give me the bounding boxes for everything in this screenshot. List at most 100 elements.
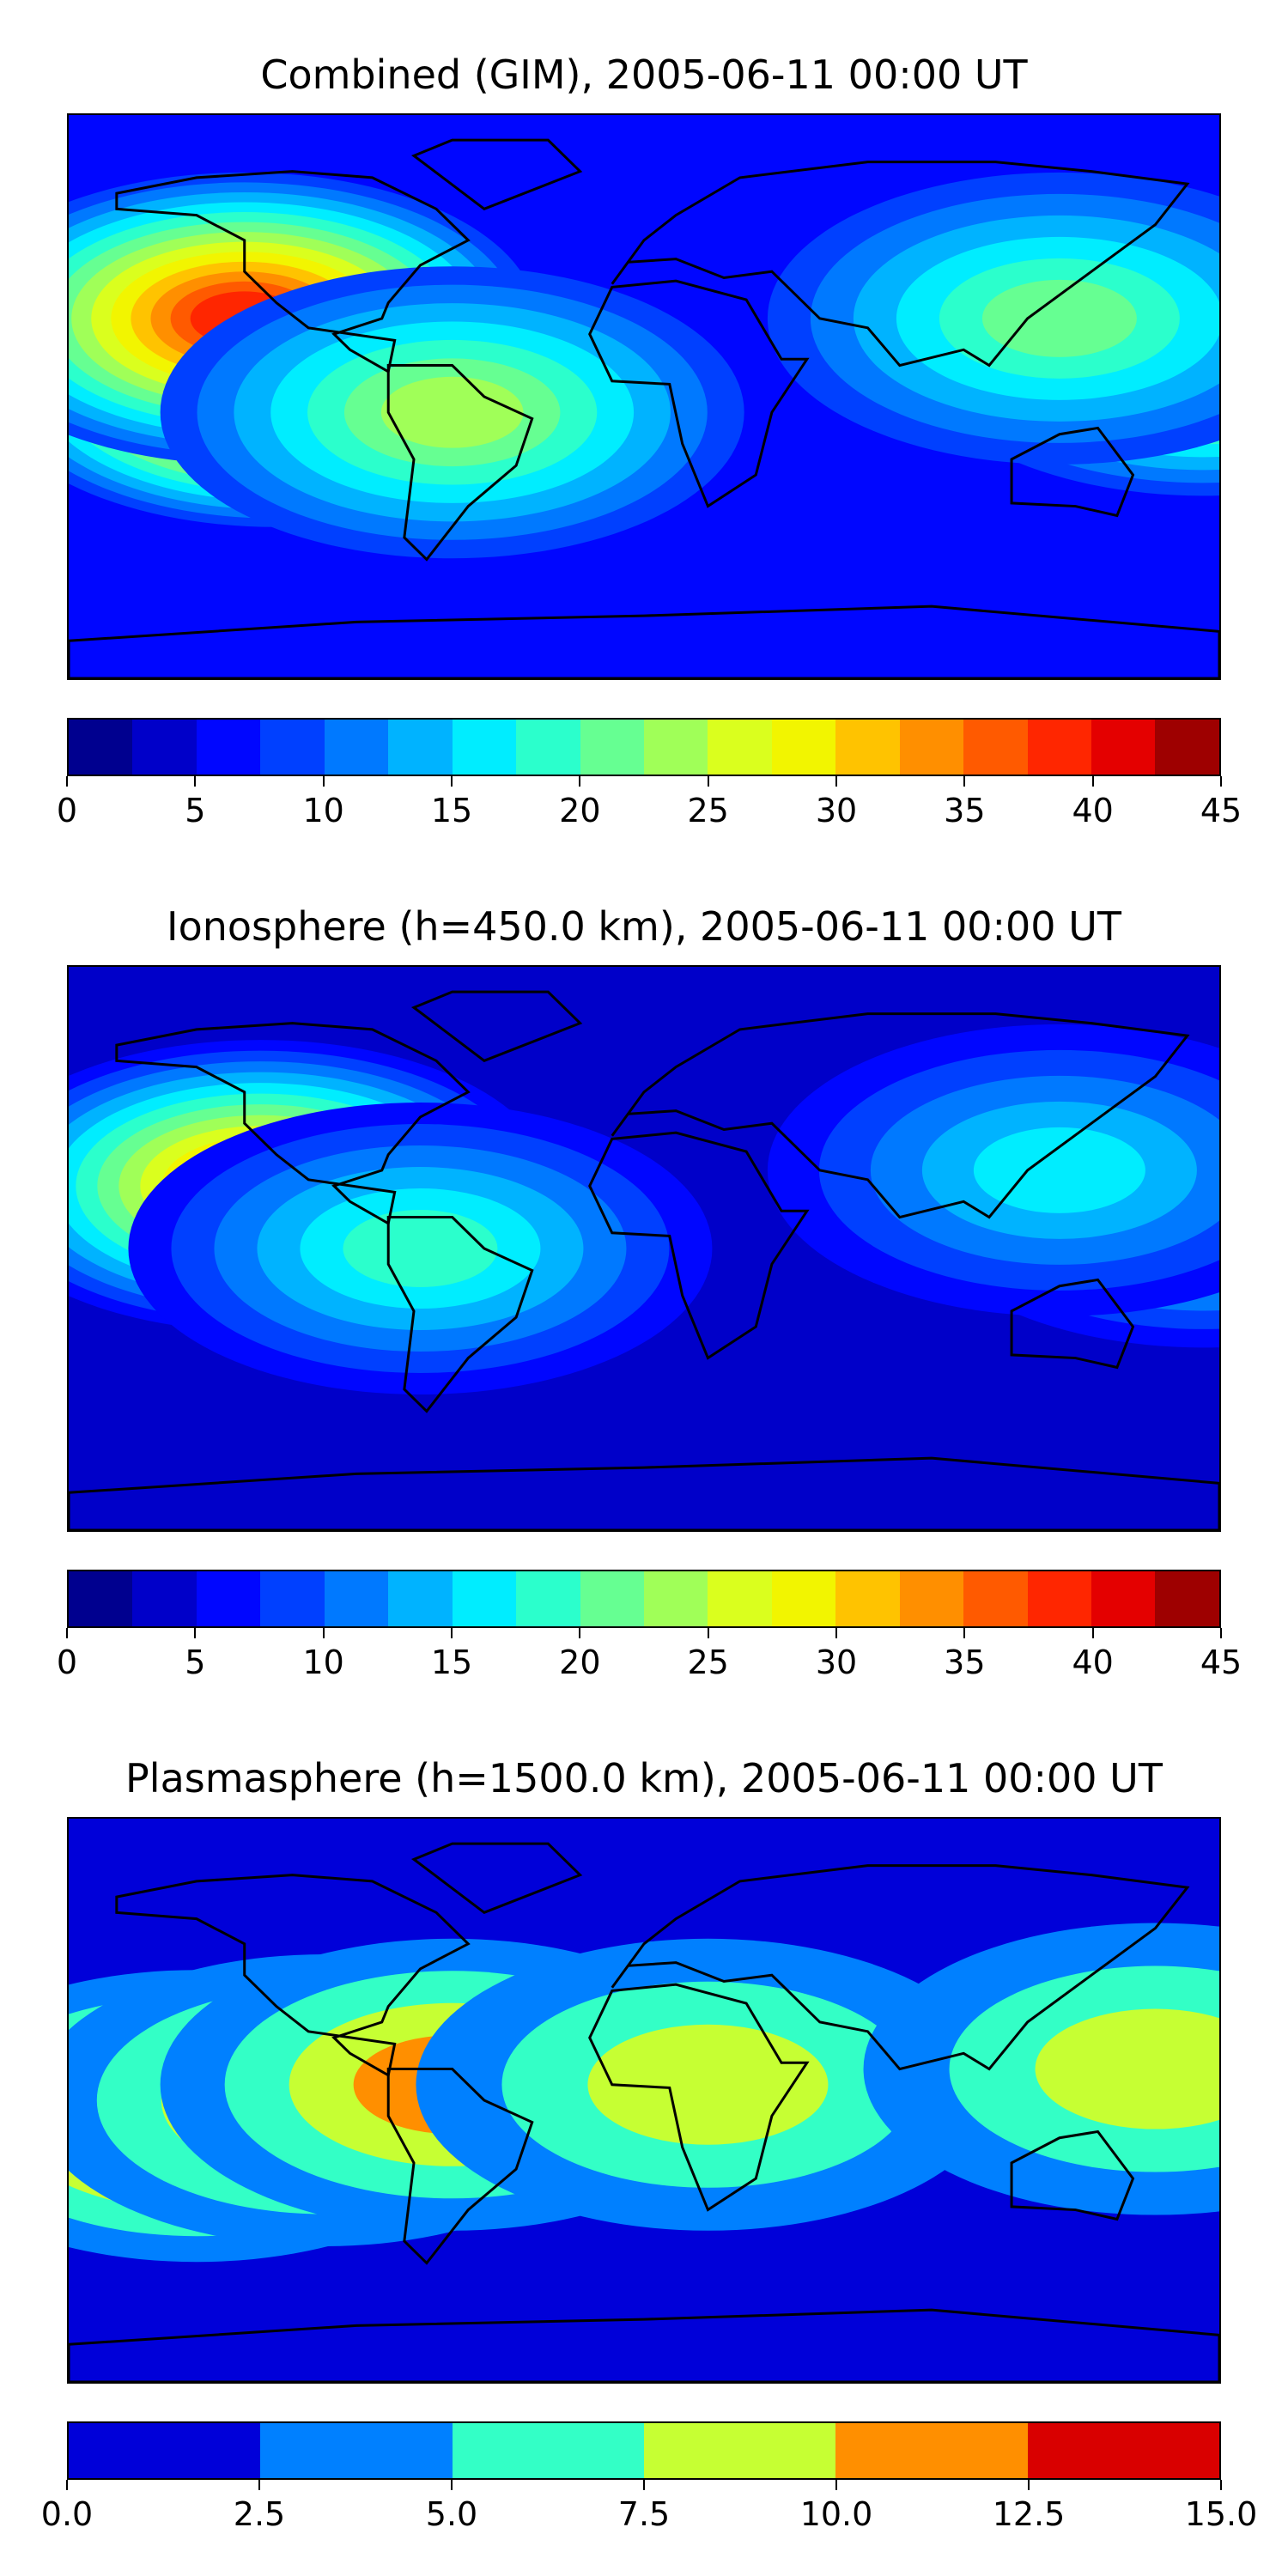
panel-title-combined: Combined (GIM), 2005-06-11 00:00 UT xyxy=(260,52,1028,98)
colorbar-tick-mark xyxy=(451,2480,453,2490)
colorbar-segment-15 xyxy=(1027,720,1091,775)
coastline-3 xyxy=(611,161,1190,368)
coastline-4 xyxy=(1010,2129,1135,2221)
colorbar-ticks-combined: 0 5 10 15 20 25 30 35 40 45 xyxy=(57,776,1242,829)
colorbar-ticks-plasmasphere: 0.0 2.5 5.0 7.5 10.0 12.5 15.0 xyxy=(41,2480,1257,2533)
colorbar-segment-2 xyxy=(196,720,261,775)
colorbar-tick-label: 30 xyxy=(815,1643,858,1681)
coastline-4 xyxy=(1010,426,1135,518)
colorbar-tick-label: 0 xyxy=(56,792,78,829)
colorbar-segment-12 xyxy=(835,720,900,775)
colorbar-segment-1 xyxy=(132,720,197,775)
colorbar-segment-9 xyxy=(643,1571,708,1626)
colorbar-tick-mark xyxy=(1220,2480,1222,2490)
colorbar-ionosphere xyxy=(67,1570,1221,1628)
colorbar-tick-label: 10.0 xyxy=(799,2495,873,2533)
coastline-0 xyxy=(115,1874,471,2078)
colorbar-segment-5 xyxy=(388,1571,453,1626)
colorbar-segment-2 xyxy=(196,1571,261,1626)
colorbar-segment-14 xyxy=(963,720,1028,775)
coastline-2 xyxy=(588,1131,810,1360)
colorbar-tick-mark xyxy=(579,1628,581,1638)
colorbar-segment-7 xyxy=(516,720,580,775)
colorbar-segment-4 xyxy=(324,720,389,775)
colorbar-segment-2 xyxy=(452,2423,644,2478)
colorbar-tick-label: 12.5 xyxy=(992,2495,1066,2533)
colorbar-tick-label: 20 xyxy=(559,792,601,829)
colorbar-segment-0 xyxy=(69,2423,261,2478)
colorbar-segment-0 xyxy=(69,720,133,775)
colorbar-plasmasphere xyxy=(67,2421,1221,2480)
colorbar-segment-1 xyxy=(132,1571,197,1626)
colorbar-segment-3 xyxy=(643,2423,836,2478)
coastline-0 xyxy=(115,1022,471,1226)
colorbar-segment-6 xyxy=(452,720,517,775)
colorbar-tick-mark xyxy=(643,2480,645,2490)
colorbar-segment-4 xyxy=(324,1571,389,1626)
coastline-4 xyxy=(1010,1278,1135,1370)
colorbar-ticks-ionosphere: 0 5 10 15 20 25 30 35 40 45 xyxy=(57,1628,1242,1681)
colorbar-tick-label: 7.5 xyxy=(617,2495,671,2533)
colorbar-tick-label: 45 xyxy=(1200,1643,1242,1681)
coastline-1 xyxy=(386,364,534,562)
colorbar-tick-mark xyxy=(258,2480,260,2490)
contour-combined-3-6 xyxy=(380,376,524,448)
colorbar-tick-mark xyxy=(194,776,197,787)
coastline-5 xyxy=(410,138,583,211)
colorbar-tick-label: 5 xyxy=(185,792,206,829)
colorbar-segment-4 xyxy=(835,2423,1028,2478)
map-plasmasphere xyxy=(67,1817,1221,2384)
colorbar-combined xyxy=(67,718,1221,776)
colorbar-tick-label: 15 xyxy=(430,1643,473,1681)
colorbar-segment-5 xyxy=(388,720,453,775)
colorbar-segment-16 xyxy=(1091,720,1156,775)
colorbar-tick-mark xyxy=(963,1628,966,1638)
colorbar-segment-15 xyxy=(1027,1571,1091,1626)
map-ionosphere xyxy=(67,965,1221,1532)
colorbar-tick-mark xyxy=(66,2480,68,2490)
colorbar-tick-label: 35 xyxy=(944,1643,986,1681)
coastline-3 xyxy=(611,1012,1190,1219)
colorbar-segment-12 xyxy=(835,1571,900,1626)
contour-combined-4-5 xyxy=(981,279,1137,357)
contour-ionosphere-3-4 xyxy=(973,1127,1145,1213)
contour-ionosphere-2-5 xyxy=(343,1210,498,1287)
coastline-0 xyxy=(115,170,471,374)
contour-plasmasphere-4-2 xyxy=(1035,2008,1219,2129)
colorbar-tick-label: 45 xyxy=(1200,792,1242,829)
colorbar-tick-mark xyxy=(707,1628,709,1638)
colorbar-tick-mark xyxy=(322,776,325,787)
colorbar-segment-13 xyxy=(899,1571,964,1626)
colorbar-tick-label: 40 xyxy=(1072,792,1114,829)
colorbar-tick-label: 15 xyxy=(430,792,473,829)
coastline-1 xyxy=(386,2068,534,2265)
colorbar-tick-mark xyxy=(451,776,453,787)
heatmap-combined xyxy=(69,115,1219,678)
colorbar-tick-mark xyxy=(835,1628,837,1638)
colorbar-tick-label: 10 xyxy=(302,1643,344,1681)
coastline-2 xyxy=(588,279,810,508)
colorbar-tick-mark xyxy=(1091,1628,1094,1638)
colorbar-segment-6 xyxy=(452,1571,517,1626)
colorbar-tick-mark xyxy=(579,776,581,787)
colorbar-segment-1 xyxy=(260,2423,453,2478)
map-combined xyxy=(67,113,1221,680)
coastline-5 xyxy=(410,990,583,1063)
coastline-6 xyxy=(69,2308,1219,2382)
colorbar-segment-14 xyxy=(963,1571,1028,1626)
colorbar-tick-label: 25 xyxy=(687,792,729,829)
coastline-1 xyxy=(386,1216,534,1413)
colorbar-segment-3 xyxy=(260,1571,325,1626)
coastline-6 xyxy=(69,605,1219,678)
contour-plasmasphere-3-2 xyxy=(587,2024,829,2145)
colorbar-tick-mark xyxy=(707,776,709,787)
colorbar-segment-11 xyxy=(771,720,836,775)
colorbar-segment-0 xyxy=(69,1571,133,1626)
colorbar-tick-mark xyxy=(835,776,837,787)
colorbar-segment-16 xyxy=(1091,1571,1156,1626)
coastline-3 xyxy=(611,1864,1190,2071)
coastline-6 xyxy=(69,1456,1219,1530)
heatmap-ionosphere xyxy=(69,967,1219,1530)
colorbar-tick-mark xyxy=(1091,776,1094,787)
colorbar-tick-label: 30 xyxy=(815,792,858,829)
